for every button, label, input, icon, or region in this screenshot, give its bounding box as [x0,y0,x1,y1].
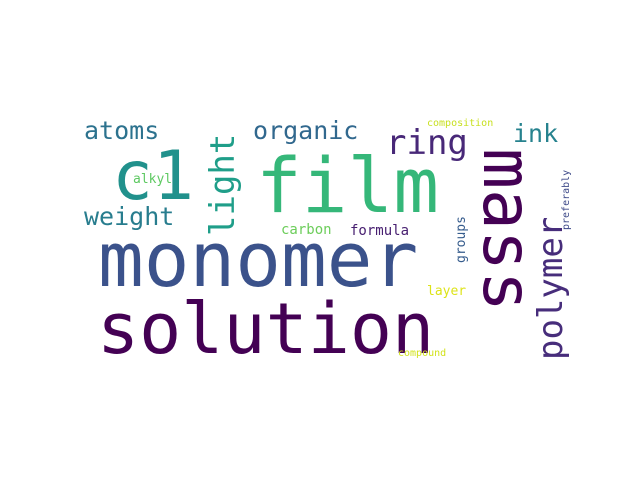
word-formula: formula [350,224,409,238]
word-weight: weight [84,204,174,229]
word-atoms: atoms [84,118,159,143]
word-organic: organic [253,118,358,143]
word-composition: composition [427,119,493,129]
word-mass: mass [472,148,540,312]
word-solution: solution [97,294,434,364]
word-groups: groups [455,216,468,263]
word-ink: ink [513,121,558,146]
word-ring: ring [386,126,468,160]
word-compound: compound [398,349,446,359]
word-preferably: preferably [562,170,572,230]
word-layer: layer [427,285,466,298]
word-carbon: carbon [281,223,332,237]
word-alkyl: alkyl [133,173,172,186]
word-polymer: polymer [534,217,568,360]
word-light: light [206,134,240,236]
